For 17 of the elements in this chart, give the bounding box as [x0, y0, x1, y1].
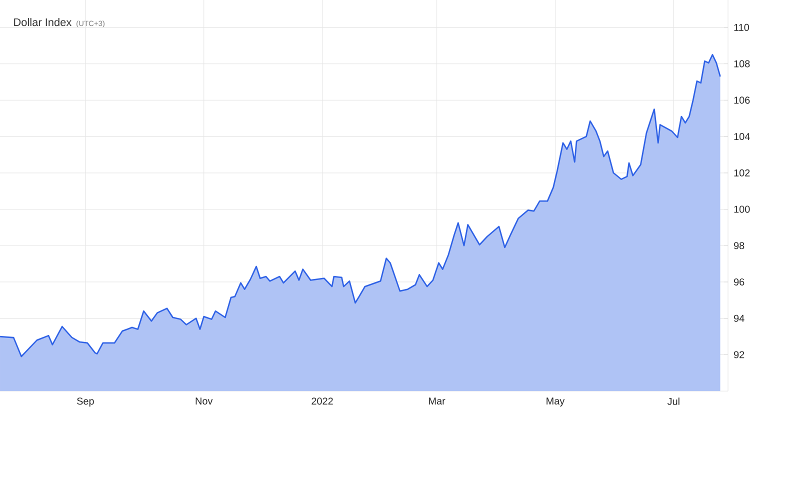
y-tick-label: 102: [734, 169, 750, 176]
y-tick-label: 106: [734, 96, 750, 104]
y-tick-label: 108: [734, 60, 750, 68]
y-tick-label: 94: [734, 314, 744, 322]
x-tick-label: Sep: [77, 398, 94, 407]
x-tick-label: Mar: [429, 398, 446, 405]
y-tick-label: 100: [734, 206, 750, 213]
y-tick-label: 104: [734, 133, 750, 140]
y-tick-label: 98: [734, 242, 744, 250]
y-tick-label: 96: [734, 278, 744, 286]
x-tick-label: Jul: [667, 398, 680, 405]
text: Dollar Index: [14, 18, 72, 26]
x-tick-label: May: [546, 398, 565, 407]
y-tick-label: 92: [734, 351, 744, 358]
x-tick-label: 2022: [312, 398, 333, 405]
y-tick-label: 110: [734, 24, 750, 31]
x-tick-label: Nov: [196, 398, 213, 405]
